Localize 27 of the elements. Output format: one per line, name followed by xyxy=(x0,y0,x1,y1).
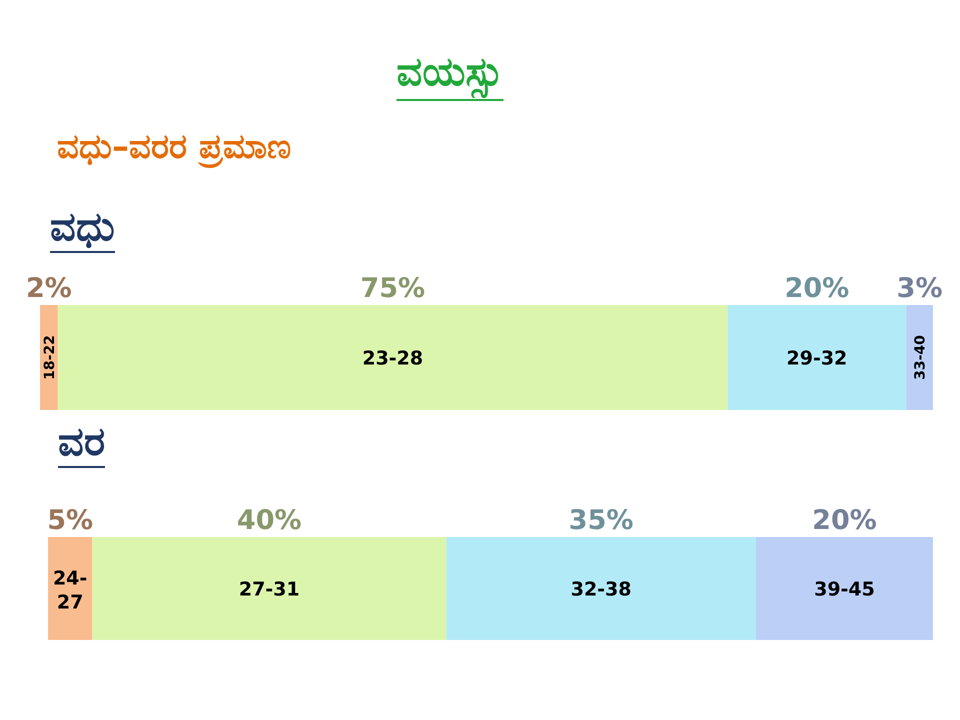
chart-subtitle: ವಧು–ವರರ ಪ್ರಮಾಣ xyxy=(57,127,291,169)
bar xyxy=(756,537,933,640)
data-label: 5% xyxy=(47,505,94,536)
y-axis-title: ವರ xyxy=(58,419,105,465)
data-label: 2% xyxy=(26,273,72,304)
bar xyxy=(906,305,933,410)
bar xyxy=(728,305,906,410)
data-label: 20% xyxy=(784,273,850,304)
y-axis-title: ವಧು xyxy=(50,204,115,250)
series-label: 33-40 xyxy=(912,334,929,380)
data-label: 40% xyxy=(236,505,302,536)
bar xyxy=(446,537,756,640)
bar xyxy=(58,305,728,410)
chart-title: ವಯಸ್ಸು xyxy=(396,49,504,98)
series-label: 27-31 xyxy=(238,578,300,600)
data-label: 3% xyxy=(896,273,943,304)
series-label: 39-45 xyxy=(814,578,875,600)
data-label: 20% xyxy=(812,505,877,536)
series-label: 23-28 xyxy=(362,348,424,370)
series-label: 32-38 xyxy=(570,578,632,600)
series-label: 24-27 xyxy=(52,568,88,614)
series-label: 29-32 xyxy=(786,348,848,370)
data-label: 75% xyxy=(360,273,426,304)
data-label: 35% xyxy=(568,505,634,536)
bar xyxy=(48,537,92,640)
series-label: 18-22 xyxy=(42,335,58,380)
bar xyxy=(92,537,446,640)
